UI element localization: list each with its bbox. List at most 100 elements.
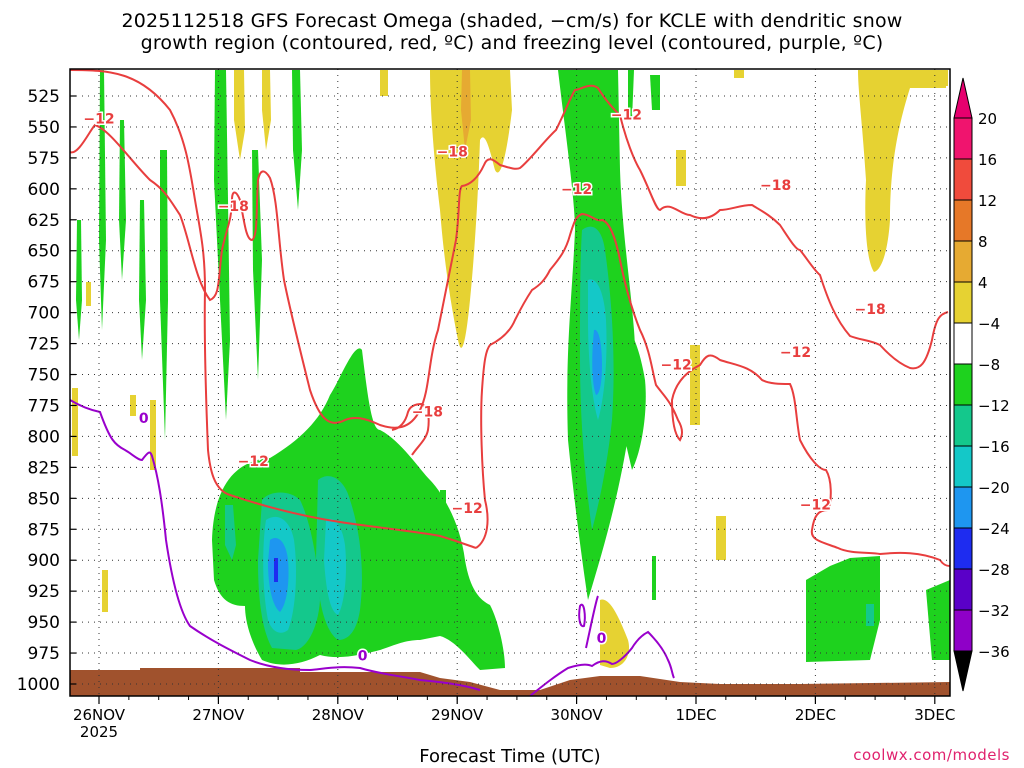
colorbar-label: −16 — [978, 438, 1010, 456]
omega-region — [72, 388, 78, 456]
colorbar-label: −20 — [978, 479, 1010, 497]
colorbar-label: −28 — [978, 561, 1010, 579]
colorbar-label: −24 — [978, 520, 1010, 538]
y-tick-label: 900 — [28, 551, 60, 571]
omega-region — [119, 120, 126, 280]
omega-region — [130, 395, 136, 416]
grid-lines — [70, 69, 950, 696]
colorbar-bin — [953, 363, 973, 406]
x-tick-label: 26NOV — [73, 706, 126, 724]
omega-region — [806, 556, 880, 662]
omega-region — [262, 70, 271, 150]
colorbar-bin — [953, 322, 973, 365]
omega-region — [734, 70, 744, 78]
omega-region — [225, 505, 236, 560]
contour-label: 0 — [139, 411, 149, 427]
omega-region — [866, 604, 874, 626]
y-tick-label: 975 — [28, 644, 60, 664]
colorbar-bin — [953, 281, 973, 324]
colorbar-bin — [953, 199, 973, 242]
omega-region — [716, 516, 726, 560]
y-tick-label: 850 — [28, 489, 60, 509]
colorbar-bin — [953, 527, 973, 570]
x-tick-label: 29NOV — [431, 706, 484, 724]
fzl-contour-0 — [578, 603, 586, 628]
dgz-contour-minus12 — [70, 84, 949, 429]
colorbar-bin — [953, 404, 973, 447]
terrain-ground — [70, 668, 950, 696]
x-tick-sublabel: 2025 — [80, 723, 118, 741]
y-tick-label: 750 — [28, 366, 60, 386]
fzl-contour-0 — [529, 630, 675, 696]
y-tick-label: 825 — [28, 458, 60, 478]
colorbar-label: 4 — [978, 274, 988, 292]
omega-region — [926, 580, 950, 660]
colorbar-label: 12 — [978, 192, 997, 210]
omega-region — [650, 75, 660, 110]
colorbar-label: −32 — [978, 602, 1010, 620]
chart-title-line-2: growth region (contoured, red, ºC) and f… — [140, 32, 884, 54]
omega-region — [76, 220, 82, 340]
omega-region — [600, 599, 630, 668]
contour-label: −12 — [83, 111, 114, 127]
omega-region — [628, 70, 634, 120]
omega-region — [620, 328, 646, 470]
plot-border — [69, 68, 951, 697]
x-tick-label: 27NOV — [192, 706, 245, 724]
x-axis-title: Forecast Time (UTC) — [419, 746, 601, 767]
y-tick-label: 650 — [28, 242, 60, 262]
y-tick-label: 1000 — [17, 675, 60, 695]
omega-region — [461, 70, 471, 150]
omega-region — [234, 70, 245, 160]
omega-region — [252, 150, 262, 380]
y-tick-label: 575 — [28, 149, 60, 169]
colorbar-label: 16 — [978, 151, 997, 169]
y-tick-label: 625 — [28, 211, 60, 231]
colorbar-bin — [953, 240, 973, 283]
colorbar-extend-high — [953, 77, 973, 119]
contour-label: −18 — [437, 145, 468, 161]
colorbar: 20 16 12 8 4 −4 −8 −12 −16 −20 −24 −28 −32 −36 — [953, 77, 1010, 692]
contour-label: −18 — [855, 302, 886, 318]
y-tick-label: 875 — [28, 520, 60, 540]
y-tick-label: 525 — [28, 87, 60, 107]
y-tick-label: 675 — [28, 273, 60, 293]
contour-labels: −12 −18 −12 −18 −18 −12 −12 −12 −12 −18 −12 −12 −18 0… — [82, 106, 887, 666]
dgz-contour-minus18 — [391, 402, 430, 456]
y-tick-label: 725 — [28, 335, 60, 355]
omega-region — [592, 329, 602, 395]
contour-label: −18 — [218, 199, 249, 215]
contour-label: −12 — [561, 182, 592, 198]
contour-label: −12 — [800, 498, 831, 514]
colorbar-label: 8 — [978, 233, 988, 251]
chart-title-line-1: 2025112518 GFS Forecast Omega (shaded, −… — [121, 10, 903, 32]
omega-region — [380, 70, 388, 96]
omega-region — [690, 345, 700, 425]
contour-label: −18 — [412, 405, 443, 421]
x-tick-label: 2DEC — [795, 706, 836, 724]
omega-region — [268, 538, 289, 612]
omega-region — [99, 70, 106, 330]
contour-label: −12 — [238, 454, 269, 470]
colorbar-bin — [953, 117, 973, 160]
x-tick-label: 1DEC — [675, 706, 716, 724]
site-credit[interactable]: coolwx.com/models — [853, 746, 1010, 764]
colorbar-label: 20 — [978, 110, 997, 128]
y-tick-label: 925 — [28, 582, 60, 602]
omega-region — [676, 150, 686, 186]
omega-region — [292, 70, 302, 210]
y-tick-label: 600 — [28, 180, 60, 200]
contour-label: −12 — [660, 358, 691, 374]
colorbar-bin — [953, 486, 973, 529]
dgz-contour-minus12 — [70, 69, 477, 549]
y-tick-label: 700 — [28, 304, 60, 324]
contour-label: −12 — [452, 501, 483, 517]
omega-region — [940, 70, 948, 86]
fzl-contour-0 — [585, 595, 599, 649]
omega-region — [858, 70, 946, 272]
omega-region — [274, 558, 278, 582]
x-tick-label: 28NOV — [312, 706, 365, 724]
contour-label: 0 — [358, 649, 368, 665]
